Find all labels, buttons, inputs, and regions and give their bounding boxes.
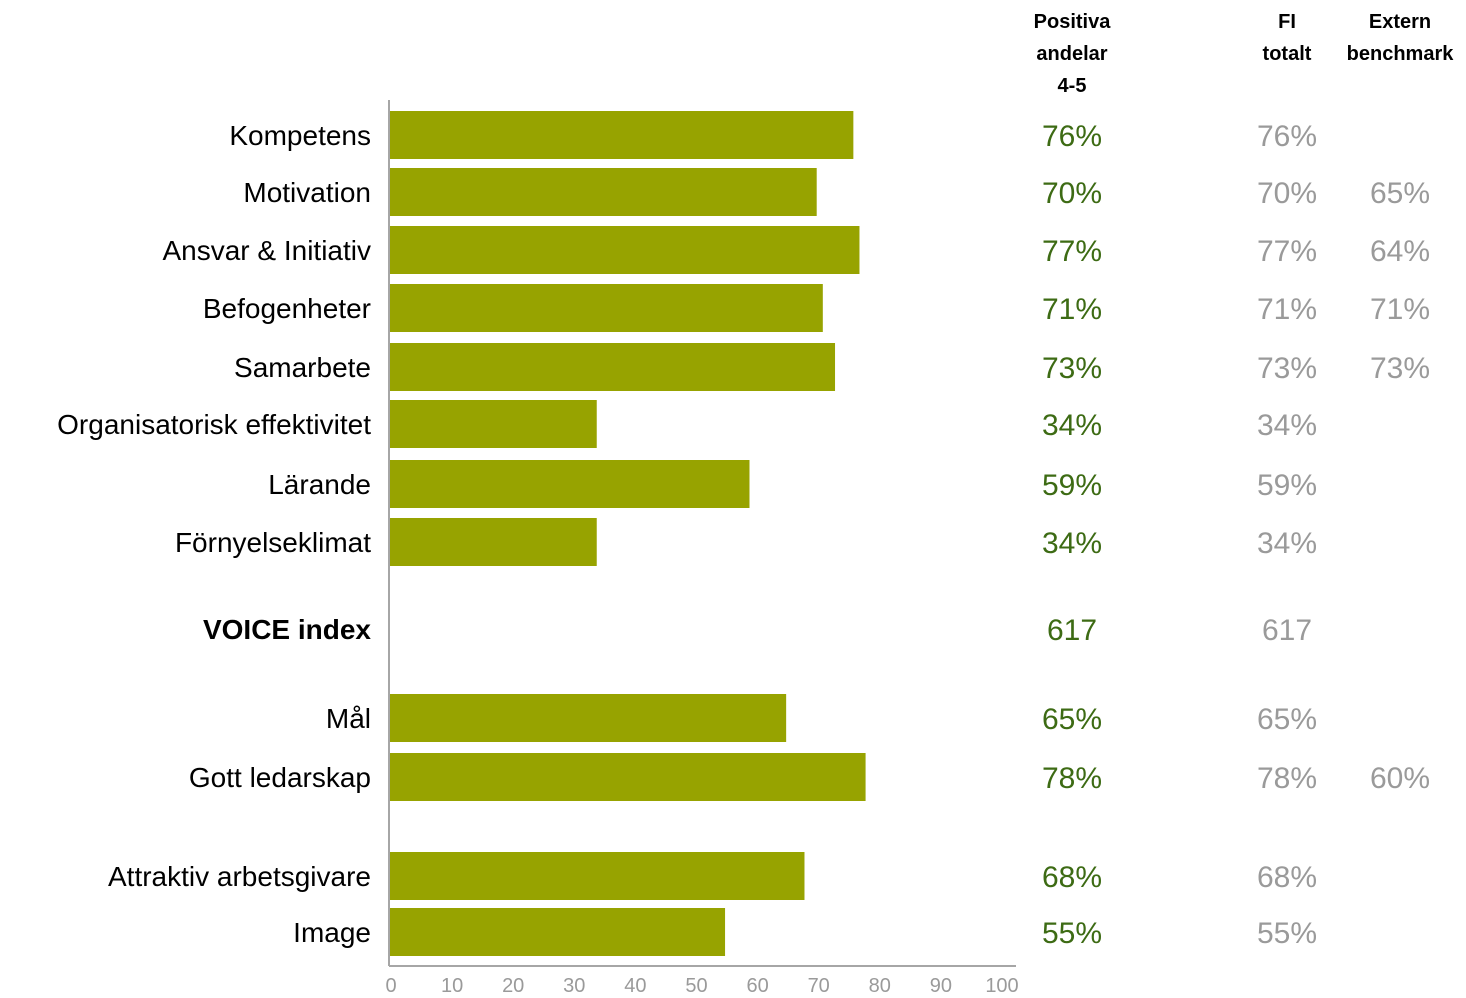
category-label: Attraktiv arbetsgivare [108, 861, 371, 892]
header-fi-line-1: totalt [1263, 43, 1312, 65]
category-label: Gott ledarskap [189, 762, 371, 793]
x-tick-label: 70 [808, 975, 830, 997]
positive-share-value: 34% [1042, 409, 1102, 442]
category-label: Kompetens [229, 120, 371, 151]
positive-share-value: 73% [1042, 352, 1102, 385]
header-positive-line-1: andelar [1036, 43, 1107, 65]
bar [389, 168, 817, 216]
x-tick-label: 100 [985, 975, 1018, 997]
category-label: Lärande [268, 469, 371, 500]
category-labels: Kompetens Motivation Ansvar & Initiativ Bef… [57, 120, 371, 948]
header-positive-line-2: 4-5 [1058, 75, 1087, 97]
bar [389, 284, 823, 332]
column-headers: Positiva andelar 4-5 FI totalt Extern benchmar… [1034, 11, 1455, 97]
header-external-line-0: Extern [1369, 11, 1431, 33]
axes-group: 0 10 20 30 40 50 60 70 80 90 100 [385, 100, 1019, 997]
fi-total-value: 70% [1257, 177, 1317, 210]
category-label: Ansvar & Initiativ [162, 235, 371, 266]
x-tick-label: 0 [385, 975, 396, 997]
external-benchmark-value: 60% [1370, 762, 1430, 795]
x-tick-label: 60 [746, 975, 768, 997]
bar [389, 226, 860, 274]
external-benchmark-value: 73% [1370, 352, 1430, 385]
category-label: VOICE index [203, 614, 371, 645]
bar [389, 852, 805, 900]
bar [389, 400, 597, 448]
x-tick-label: 30 [563, 975, 585, 997]
bar [389, 694, 787, 742]
category-label: Image [293, 917, 371, 948]
fi-total-value: 55% [1257, 917, 1317, 950]
bar [389, 908, 726, 956]
header-positive-line-0: Positiva [1034, 11, 1112, 33]
x-tick-label: 10 [441, 975, 463, 997]
fi-total-value: 59% [1257, 469, 1317, 502]
fi-total-value: 71% [1257, 293, 1317, 326]
external-benchmark-value: 65% [1370, 177, 1430, 210]
bars-group [389, 111, 866, 956]
category-label: Befogenheter [203, 293, 371, 324]
fi-total-value: 77% [1257, 235, 1317, 268]
x-tick-label: 20 [502, 975, 524, 997]
x-tick-label: 90 [930, 975, 952, 997]
positive-share-value: 77% [1042, 235, 1102, 268]
external-benchmark-value: 64% [1370, 235, 1430, 268]
positive-share-value: 76% [1042, 120, 1102, 153]
fi-total-value: 34% [1257, 409, 1317, 442]
fi-total-value: 65% [1257, 703, 1317, 736]
positive-share-value: 34% [1042, 527, 1102, 560]
category-label: Mål [326, 703, 371, 734]
fi-total-value: 78% [1257, 762, 1317, 795]
fi-total-value: 617 [1262, 614, 1312, 647]
bar [389, 518, 597, 566]
external-benchmark-value: 71% [1370, 293, 1430, 326]
positive-share-value: 55% [1042, 917, 1102, 950]
positive-share-value: 617 [1047, 614, 1097, 647]
fi-total-value: 73% [1257, 352, 1317, 385]
bar [389, 460, 750, 508]
header-external-line-1: benchmark [1347, 43, 1455, 65]
positive-share-value: 71% [1042, 293, 1102, 326]
x-tick-label: 40 [624, 975, 646, 997]
positive-share-value: 65% [1042, 703, 1102, 736]
fi-total-value: 34% [1257, 527, 1317, 560]
header-fi-line-0: FI [1278, 11, 1296, 33]
bar [389, 111, 854, 159]
bar [389, 753, 866, 801]
positive-share-value: 70% [1042, 177, 1102, 210]
positive-share-value: 68% [1042, 861, 1102, 894]
category-label: Motivation [243, 177, 371, 208]
fi-total-value: 76% [1257, 120, 1317, 153]
x-tick-label: 80 [869, 975, 891, 997]
x-tick-label: 50 [685, 975, 707, 997]
fi-total-value: 68% [1257, 861, 1317, 894]
category-label: Organisatorisk effektivitet [57, 409, 371, 440]
bar [389, 343, 836, 391]
positive-share-value: 78% [1042, 762, 1102, 795]
category-label: Samarbete [234, 352, 371, 383]
category-label: Förnyelseklimat [175, 527, 371, 558]
value-columns: 76% 76% 70% 70% 65% 77% 77% 64% 71% 71% 71% 73% 73% 7… [1042, 120, 1430, 950]
positive-share-value: 59% [1042, 469, 1102, 502]
